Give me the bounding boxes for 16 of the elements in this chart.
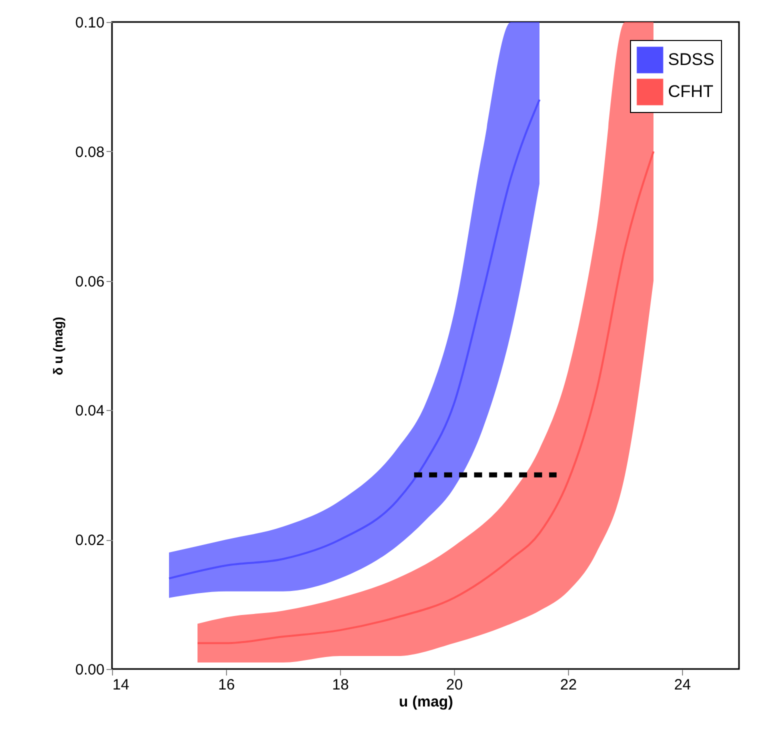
y-tick-label: 0.10 xyxy=(75,14,104,32)
x-tick-label: 16 xyxy=(218,676,235,694)
legend-label: CFHT xyxy=(668,82,714,101)
y-tick-label: 0.06 xyxy=(75,273,104,290)
x-tick-label: 20 xyxy=(446,676,463,694)
y-axis-title: δ u (mag) xyxy=(50,316,66,376)
x-tick-label: 24 xyxy=(674,676,691,694)
x-tick-label: 14 xyxy=(112,676,130,694)
x-tick-label: 18 xyxy=(332,676,349,694)
x-axis-title: u (mag) xyxy=(398,694,454,710)
legend-label: SDSS xyxy=(668,50,714,69)
y-tick-label: 0.08 xyxy=(75,144,104,161)
y-tick-label: 0.04 xyxy=(75,402,104,420)
x-tick-label: 22 xyxy=(560,676,577,694)
y-tick-label: 0.02 xyxy=(75,532,104,550)
y-tick-label: 0.00 xyxy=(75,662,104,678)
